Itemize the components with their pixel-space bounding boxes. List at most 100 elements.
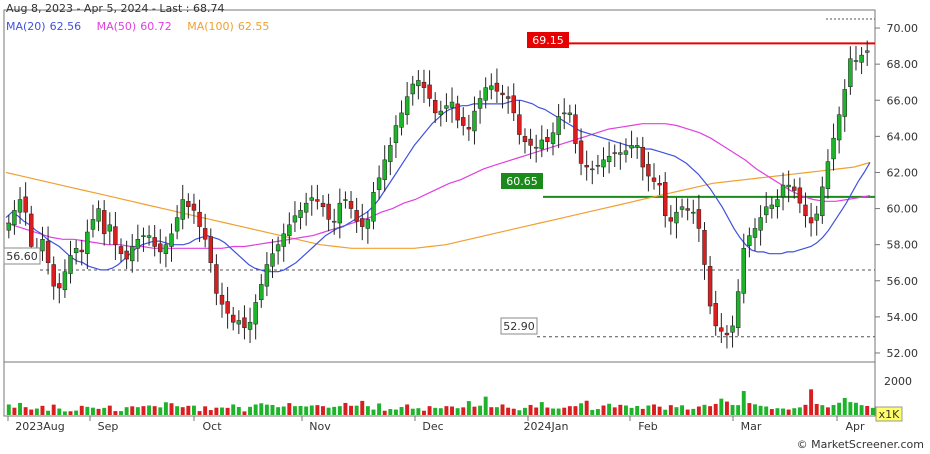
volume-bar (382, 410, 387, 415)
candle-body (388, 145, 393, 162)
volume-bar (450, 406, 454, 415)
volume-bar (657, 406, 662, 415)
candle-body (707, 266, 713, 307)
volume-bar (825, 407, 830, 415)
date-range-header: Aug 8, 2023 - Apr 5, 2024 - Last : 68.74 (6, 2, 225, 15)
volume-bar (494, 407, 499, 415)
candle-body (23, 196, 28, 213)
volume-bar (573, 406, 578, 415)
volume-bar (674, 407, 679, 415)
candle-body (427, 84, 432, 99)
volume-bar (865, 405, 870, 415)
candle-body (158, 243, 163, 253)
volume-bar (478, 405, 483, 415)
volume-bar (147, 405, 152, 415)
volume-bar (332, 406, 337, 415)
candle-body (214, 264, 219, 294)
date-tick-label: Apr (845, 420, 865, 433)
volume-bar (820, 405, 825, 415)
candle-body (309, 197, 314, 201)
volume-bar (792, 408, 797, 415)
candle-body (365, 219, 371, 229)
date-tick-label: 2024Jan (524, 420, 569, 433)
volume-bar (472, 406, 477, 415)
volume-bar (724, 401, 729, 415)
candle-body (107, 224, 113, 232)
candle-body (640, 146, 645, 168)
candle-body (741, 248, 746, 294)
volume-bar (253, 404, 258, 415)
volume-bar (79, 405, 84, 415)
candle-body (62, 271, 68, 291)
ma-legend: MA(20) 62.56 MA(50) 60.72 MA(100) 62.55 (6, 20, 281, 33)
volume-bar (169, 403, 174, 415)
candle-body (90, 219, 96, 230)
candle-body (814, 213, 819, 221)
mid-level-label-box (3, 247, 41, 265)
support-label: 60.65 (506, 175, 538, 188)
volume-bar (539, 402, 544, 415)
volume-bar (506, 407, 511, 415)
volume-bar (612, 407, 617, 415)
volume-bar (236, 407, 241, 415)
resistance-label-box (527, 32, 569, 48)
volume-bar (556, 408, 561, 415)
volume-bar (90, 407, 95, 415)
plot-border (3, 9, 876, 417)
volume-bar (186, 405, 191, 415)
volume-bar (337, 406, 342, 415)
volume-bar (753, 404, 757, 415)
candle-body (472, 110, 477, 132)
candle-body (646, 164, 651, 177)
candle-body (174, 217, 180, 232)
volume-bar (814, 403, 819, 415)
volume-bar (691, 408, 696, 415)
candle-body (612, 152, 617, 154)
volume-bar (12, 407, 17, 415)
volume-bar (292, 406, 297, 415)
candle-body (606, 155, 612, 162)
candle-body (477, 98, 483, 109)
candle-body (590, 168, 595, 171)
candle-body (747, 235, 752, 246)
candle-body (432, 100, 438, 114)
volume-bar (781, 408, 786, 415)
volume-bar (534, 407, 539, 415)
candle-body (12, 210, 17, 226)
candle-body (489, 85, 494, 90)
volume-bar (321, 406, 325, 415)
candle-body (219, 294, 225, 305)
ma50-value: 60.72 (140, 20, 172, 33)
candle-body (466, 127, 472, 130)
mid-level-label: 56.60 (6, 250, 38, 263)
volume-bar (545, 407, 550, 415)
candle-body (242, 317, 247, 328)
volume-bar (119, 411, 123, 415)
volume-bar (360, 400, 365, 415)
candle-body (674, 211, 679, 224)
price-tick-label: 64.00 (887, 130, 919, 143)
candle-body (679, 206, 685, 210)
volume-bar (719, 398, 724, 415)
candle-body (68, 255, 73, 274)
candle-body (769, 204, 775, 209)
candle-body (758, 217, 763, 231)
volume-bar (842, 398, 847, 415)
candlesticks (6, 40, 870, 349)
volume-bar (270, 404, 275, 415)
low-level-label-box (500, 317, 538, 335)
candle-body (573, 114, 578, 144)
volume-bar (51, 404, 56, 415)
candle-body (135, 239, 141, 249)
candle-body (803, 204, 808, 217)
volume-bar (23, 407, 28, 415)
volume-bar (618, 404, 623, 415)
candle-body (236, 320, 242, 325)
volume-bar (107, 405, 112, 415)
candle-body (702, 229, 707, 265)
candle-body (51, 264, 56, 287)
volume-bar (433, 407, 438, 415)
volume-bar (769, 409, 774, 415)
volume-bar (276, 407, 281, 415)
candle-body (853, 60, 859, 62)
